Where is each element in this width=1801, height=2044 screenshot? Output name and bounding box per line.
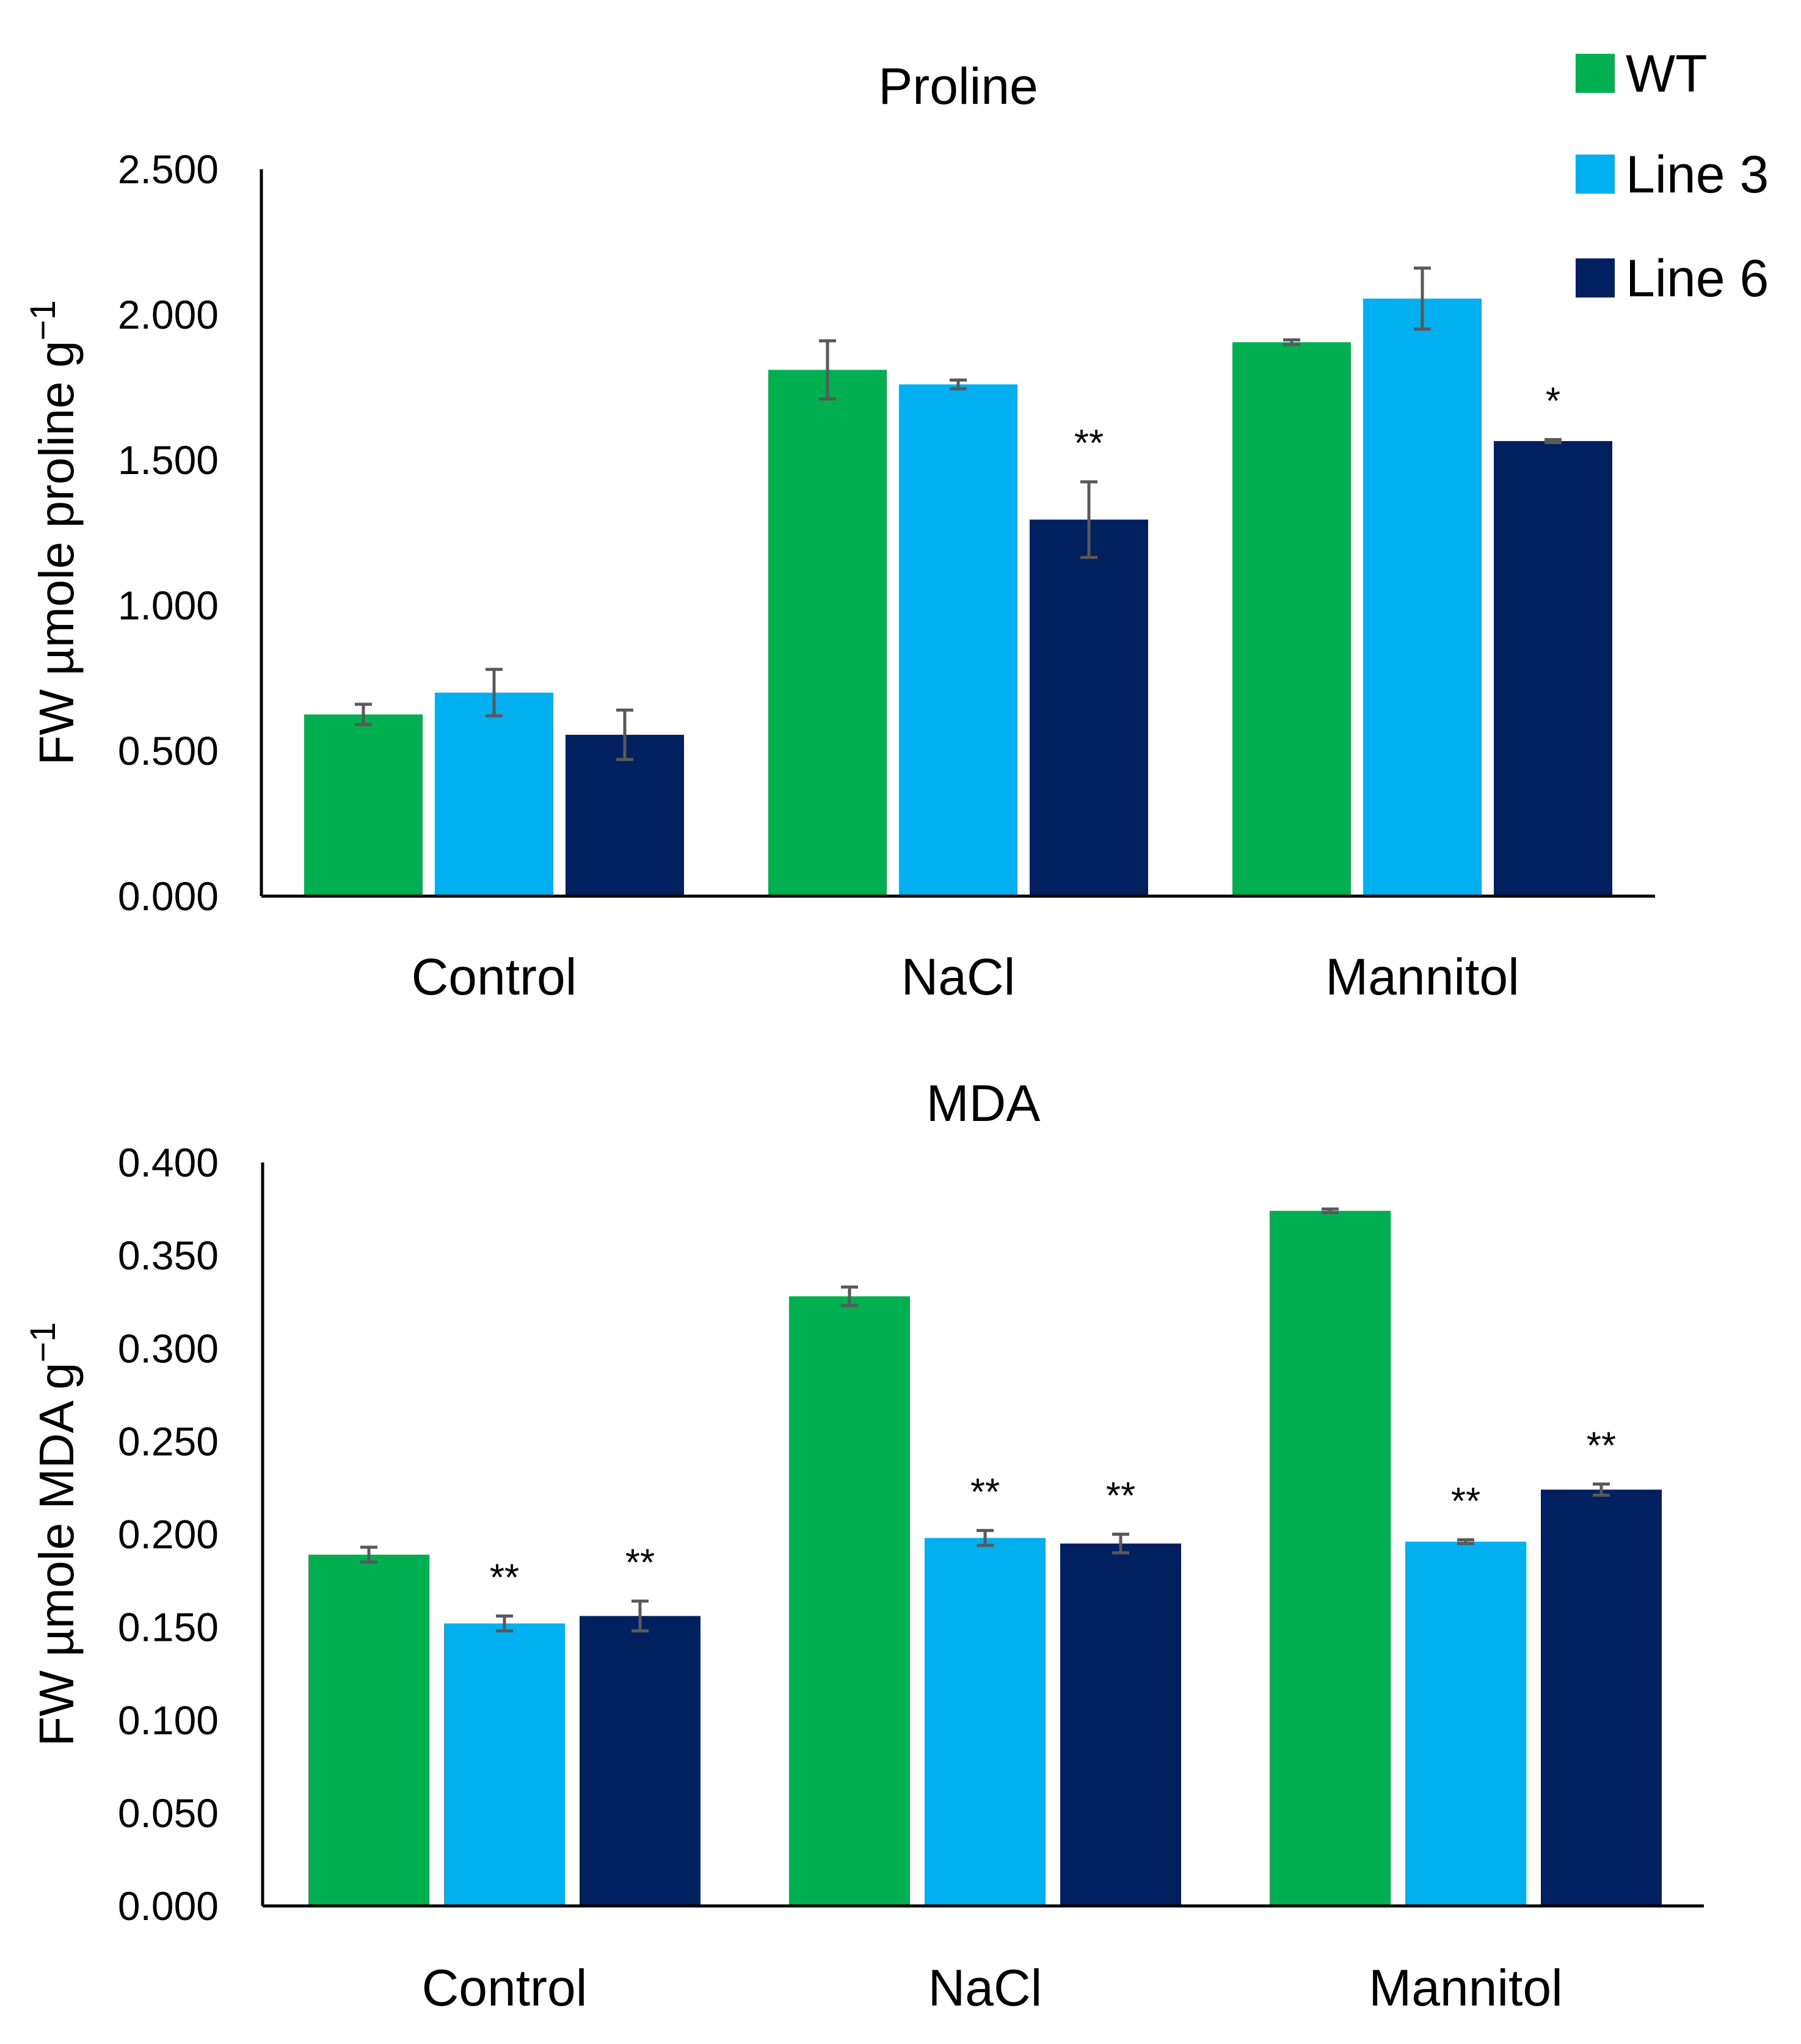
significance-mark: ** — [625, 1542, 655, 1584]
y-axis-label-text: FW µmole proline g — [29, 340, 84, 765]
bar-line-3-control — [444, 1624, 565, 1906]
bar-wt-mannitol — [1270, 1211, 1391, 1906]
y-tick-label: 0.150 — [118, 1605, 219, 1650]
error-bar — [1544, 440, 1562, 443]
significance-mark: ** — [1074, 423, 1104, 465]
x-category-label: NaCl — [928, 1959, 1042, 2017]
chart-title: MDA — [926, 1075, 1041, 1132]
y-axis-label: FW µmole MDA g−1 — [23, 1322, 84, 1747]
figure: Proline FW µmole proline g−1 0.000 0.500 1.0… — [0, 0, 1801, 2041]
y-tick-label: 0.350 — [118, 1233, 219, 1278]
y-tick-label: 0.000 — [118, 1883, 219, 1929]
x-category-label: Control — [422, 1959, 588, 2017]
significance-mark: ** — [1106, 1475, 1135, 1517]
chart-panel-proline: Proline FW µmole proline g−1 0.000 0.500 1.0… — [23, 57, 1655, 1006]
significance-mark: * — [1546, 381, 1560, 423]
legend: WT Line 3 Line 6 — [1576, 45, 1769, 308]
y-tick-label: 0.200 — [118, 1512, 219, 1557]
y-axis-label-superscript: −1 — [23, 300, 63, 340]
significance-mark: ** — [1587, 1425, 1616, 1467]
x-category-label: Control — [412, 948, 577, 1006]
y-tick-label: 0.250 — [118, 1418, 219, 1464]
bar-line-6-nacl — [1030, 520, 1148, 896]
y-tick-label: 2.500 — [118, 147, 219, 192]
x-category-label: Mannitol — [1369, 1959, 1563, 2017]
legend-label: WT — [1626, 45, 1708, 103]
chart-panel-mda: MDA FW µmole MDA g−1 0.000 0.050 0.100 0.150 0… — [23, 1075, 1704, 2017]
y-tick-label: 0.100 — [118, 1698, 219, 1743]
bar-wt-control — [304, 715, 423, 897]
y-axis-label-text: FW µmole MDA g — [29, 1362, 84, 1746]
y-tick-label: 1.000 — [118, 583, 219, 628]
legend-swatch — [1576, 155, 1615, 194]
bar-wt-nacl — [789, 1296, 910, 1906]
chart-title: Proline — [878, 57, 1038, 115]
x-category-label: Mannitol — [1325, 948, 1519, 1006]
bar-line-3-nacl — [925, 1538, 1046, 1906]
significance-mark: ** — [970, 1471, 1000, 1513]
legend-label: Line 3 — [1626, 145, 1769, 204]
bar-line-3-mannitol — [1363, 299, 1482, 896]
significance-mark: ** — [1451, 1481, 1480, 1523]
bar-wt-nacl — [768, 370, 887, 896]
legend-item-wt: WT — [1576, 45, 1708, 103]
bar-line-6-nacl — [1060, 1544, 1181, 1906]
legend-item-line-6: Line 6 — [1576, 249, 1769, 308]
bar-line-3-mannitol — [1405, 1542, 1526, 1906]
legend-item-line-3: Line 3 — [1576, 145, 1769, 204]
bar-line-6-mannitol — [1494, 441, 1612, 896]
y-tick-label: 0.300 — [118, 1326, 219, 1371]
x-category-label: NaCl — [901, 948, 1016, 1006]
bar-line-6-control — [580, 1616, 700, 1906]
legend-swatch — [1576, 54, 1615, 93]
significance-mark: ** — [490, 1557, 519, 1599]
bar-wt-mannitol — [1232, 342, 1351, 896]
y-axis-label: FW µmole proline g−1 — [23, 300, 84, 765]
bar-line-3-nacl — [899, 384, 1017, 896]
y-tick-label: 1.500 — [118, 437, 219, 483]
y-tick-label: 0.500 — [118, 728, 219, 773]
y-tick-label: 0.050 — [118, 1790, 219, 1836]
y-axis-label-superscript: −1 — [23, 1322, 63, 1362]
y-tick-label: 0.400 — [118, 1140, 219, 1185]
y-tick-label: 0.000 — [118, 874, 219, 919]
legend-swatch — [1576, 258, 1615, 297]
bar-line-6-mannitol — [1541, 1489, 1662, 1906]
y-tick-label: 2.000 — [118, 292, 219, 337]
bar-line-3-control — [435, 693, 553, 896]
bar-wt-control — [308, 1555, 429, 1906]
chart-svg: ProlineFW µmole proline g−10.0000.5001.0… — [0, 0, 1801, 2041]
legend-label: Line 6 — [1626, 249, 1769, 308]
